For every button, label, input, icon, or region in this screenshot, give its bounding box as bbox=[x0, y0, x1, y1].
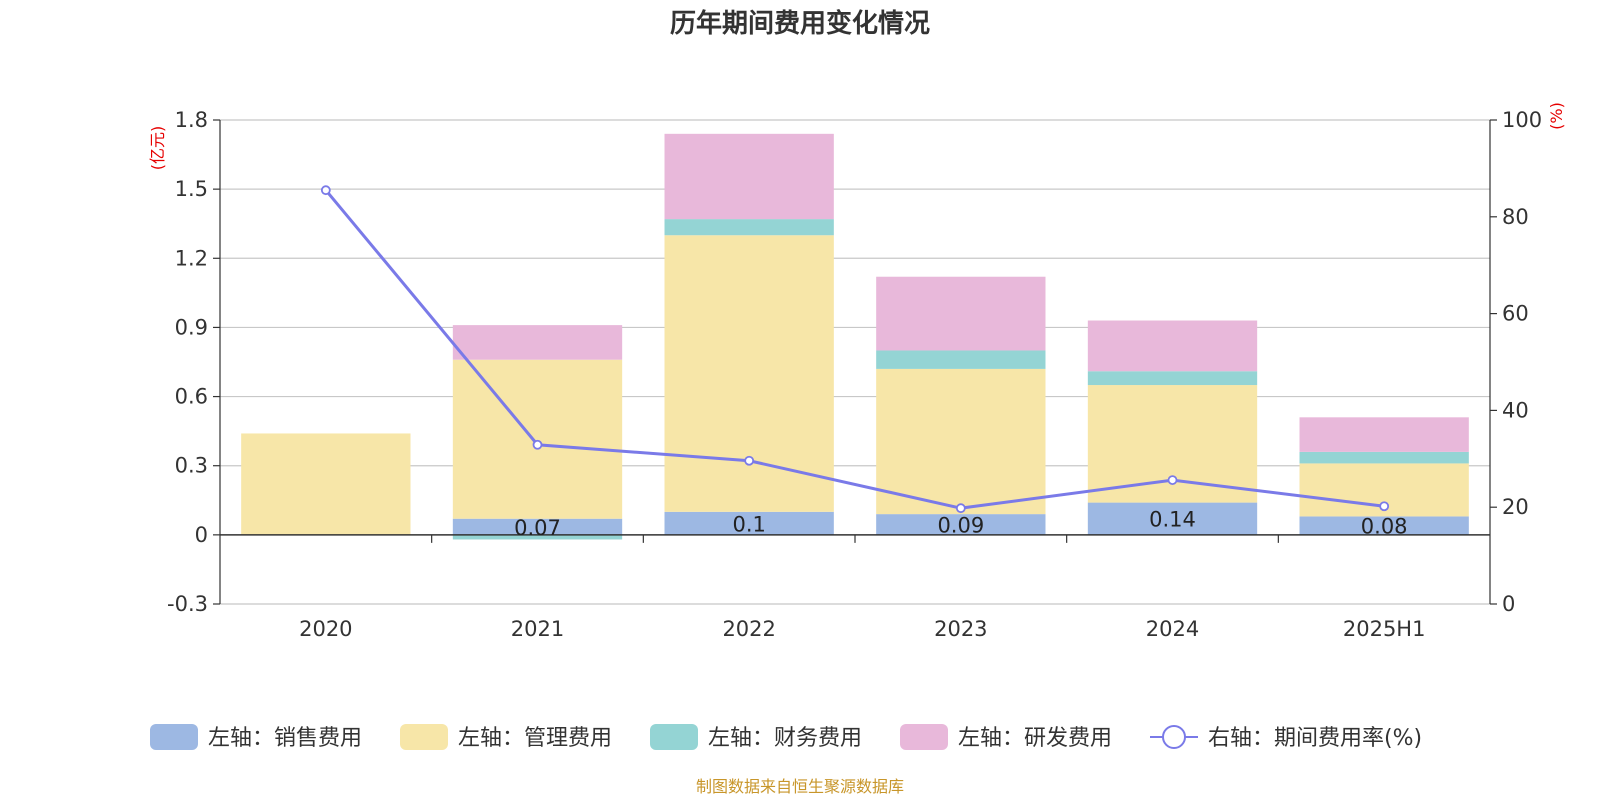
legend-item-admin[interactable]: 左轴：管理费用 bbox=[400, 724, 612, 751]
bar-sales bbox=[452, 518, 623, 535]
category-label: 2024 bbox=[1146, 617, 1199, 641]
legend-label: 左轴：销售费用 bbox=[208, 726, 362, 751]
left-tick-label: 0 bbox=[195, 523, 208, 547]
left-tick-label: 0.6 bbox=[175, 385, 208, 409]
bar-rnd bbox=[1087, 320, 1258, 372]
bar-sales bbox=[664, 511, 834, 535]
legend-item-sales[interactable]: 左轴：销售费用 bbox=[150, 724, 362, 751]
rate-point bbox=[1167, 475, 1178, 485]
data-label: 0.08 bbox=[1361, 515, 1408, 539]
left-tick-label: 0.3 bbox=[175, 454, 208, 478]
bar-finance bbox=[1087, 371, 1258, 386]
left-tick-label: -0.3 bbox=[167, 592, 208, 616]
data-label: 0.14 bbox=[1149, 508, 1196, 532]
bar-admin bbox=[452, 359, 623, 519]
data-label: 0.1 bbox=[732, 512, 765, 536]
data-label: 0.09 bbox=[937, 513, 984, 537]
legend-label: 右轴：期间费用率(%) bbox=[1208, 726, 1422, 751]
category-label: 2022 bbox=[722, 617, 775, 641]
right-tick-label: 20 bbox=[1502, 495, 1529, 519]
category-label: 2023 bbox=[934, 617, 987, 641]
bar-sales bbox=[876, 514, 1046, 535]
right-tick-label: 0 bbox=[1502, 592, 1515, 616]
legend-swatch bbox=[900, 724, 948, 750]
bar-rnd bbox=[664, 133, 834, 220]
bar-admin bbox=[876, 368, 1046, 515]
rate-point bbox=[1379, 501, 1390, 512]
legend-swatch bbox=[400, 724, 448, 750]
legend-label: 左轴：研发费用 bbox=[958, 726, 1112, 751]
legend-label: 左轴：财务费用 bbox=[708, 726, 862, 751]
right-axis-unit: (%) bbox=[1547, 102, 1566, 130]
legend-swatch bbox=[150, 724, 198, 750]
right-tick-label: 80 bbox=[1502, 205, 1529, 229]
bar-admin bbox=[241, 433, 411, 535]
left-tick-label: 1.8 bbox=[175, 108, 208, 132]
bar-finance bbox=[876, 350, 1046, 369]
chart-title: 历年期间费用变化情况 bbox=[670, 8, 930, 39]
rate-line-path bbox=[324, 189, 1385, 510]
legend-label: 左轴：管理费用 bbox=[458, 726, 612, 751]
right-tick-label: 60 bbox=[1502, 302, 1529, 326]
data-label: 0.07 bbox=[514, 516, 561, 540]
legend-item-rnd[interactable]: 左轴：研发费用 bbox=[900, 724, 1112, 751]
right-tick-label: 100 bbox=[1502, 108, 1542, 132]
legend[interactable]: 左轴：销售费用 左轴：管理费用 左轴：财务费用 左轴：研发费用 右轴：期间费用率(%) bbox=[150, 724, 1422, 751]
bar-sales bbox=[1299, 516, 1469, 535]
bar-finance bbox=[1299, 451, 1469, 464]
legend-item-rate[interactable]: 右轴：期间费用率(%) bbox=[1150, 725, 1422, 751]
grid-lines bbox=[220, 119, 1490, 605]
left-tick-label: 0.9 bbox=[175, 315, 208, 339]
rate-point bbox=[532, 439, 543, 450]
bar-admin bbox=[664, 235, 834, 512]
data-labels: 0.07 0.1 0.09 0.14 0.08 bbox=[514, 508, 1407, 540]
axes: -0.3 0 0.3 0.6 0.9 1.2 1.5 1.8 0 20 40 60 80 100 2020 2… bbox=[167, 108, 1542, 641]
bar-rnd bbox=[1299, 417, 1469, 452]
source-note: 制图数据来自恒生聚源数据库 bbox=[696, 777, 904, 796]
category-label: 2025H1 bbox=[1343, 617, 1426, 641]
rate-point bbox=[744, 455, 755, 466]
legend-swatch bbox=[650, 724, 698, 750]
rate-point bbox=[955, 503, 966, 514]
bar-sales bbox=[1087, 502, 1258, 535]
right-tick-label: 40 bbox=[1502, 398, 1529, 422]
rate-point bbox=[320, 185, 331, 196]
category-label: 2021 bbox=[511, 617, 564, 641]
bar-finance bbox=[452, 534, 623, 540]
left-tick-label: 1.2 bbox=[175, 246, 208, 270]
rate-line bbox=[320, 185, 1390, 514]
legend-swatch-marker bbox=[1162, 725, 1186, 749]
bar-finance bbox=[664, 219, 834, 236]
bar-rnd bbox=[452, 325, 623, 360]
left-axis-unit: (亿元) bbox=[148, 126, 167, 171]
legend-item-finance[interactable]: 左轴：财务费用 bbox=[650, 724, 862, 751]
bars bbox=[241, 133, 1469, 540]
bar-rnd bbox=[876, 276, 1046, 351]
category-label: 2020 bbox=[299, 617, 352, 641]
left-tick-label: 1.5 bbox=[175, 177, 208, 201]
